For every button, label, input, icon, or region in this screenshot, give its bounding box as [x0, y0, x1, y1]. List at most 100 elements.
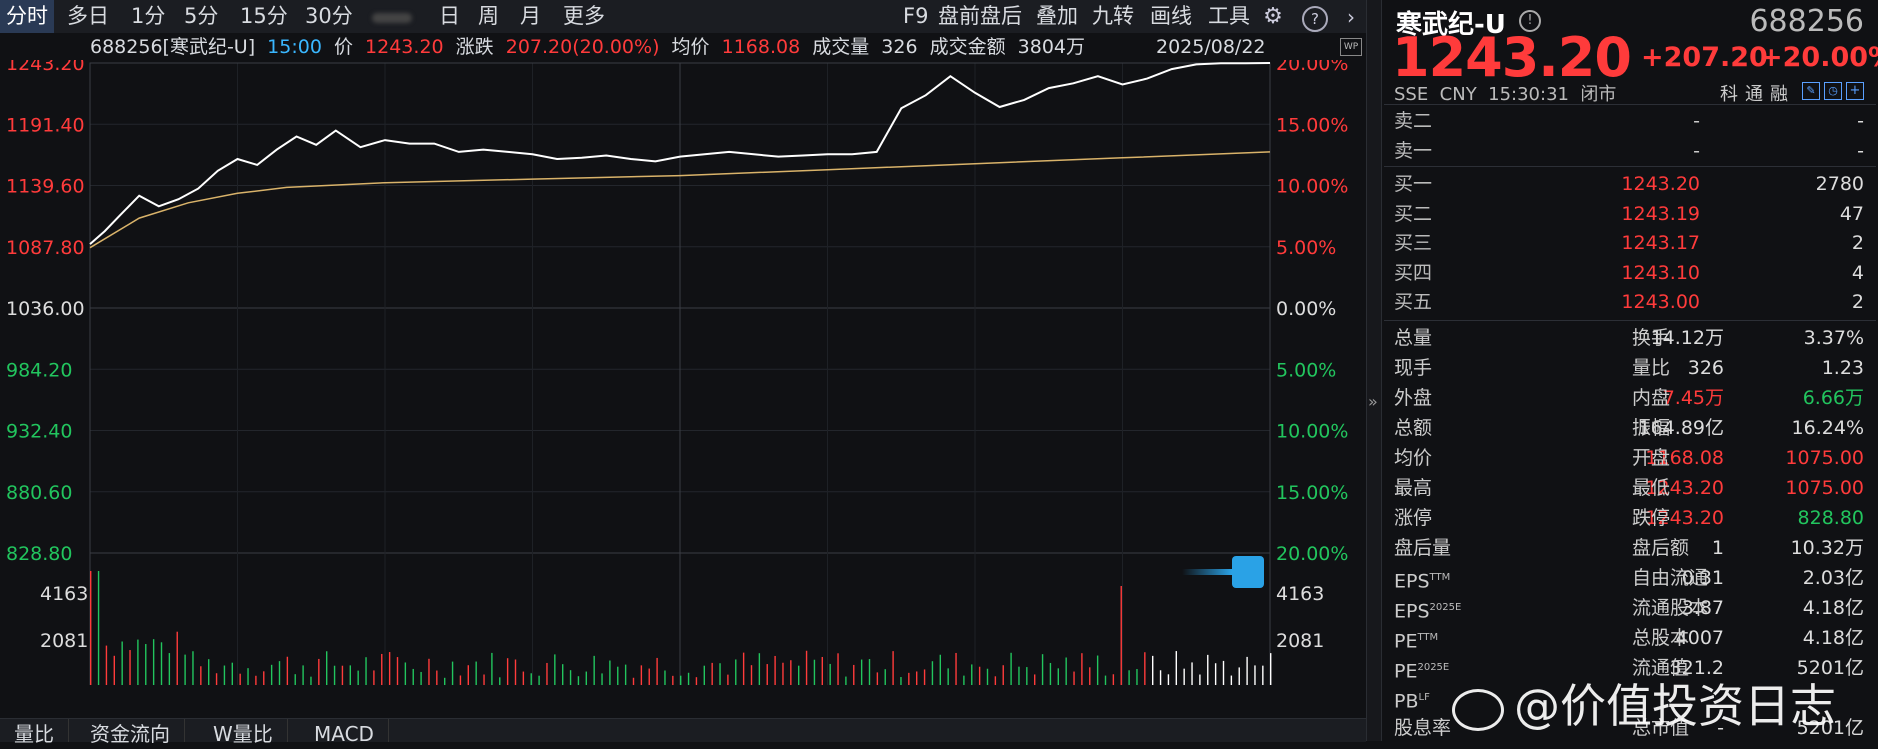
volume-bar [1175, 651, 1177, 685]
volume-bar [782, 662, 784, 685]
tab-30min[interactable]: 30分 [305, 4, 353, 28]
stat-value: 4.18亿 [1802, 596, 1864, 619]
tab-blurred[interactable] [372, 0, 424, 33]
volume-bar [1112, 674, 1115, 685]
stat-label: 股息率 [1394, 716, 1452, 739]
stat-label: 总量 [1394, 326, 1433, 349]
chart-svg: 1243.20 1191.40 1139.60 1087.80 1036.00 984.2… [6, 60, 1348, 685]
stat-value: 164.89亿 [1638, 416, 1724, 439]
level-volume: 2 [1851, 291, 1864, 313]
alert-icon[interactable]: ◷ [1824, 82, 1842, 100]
volume-bar [577, 676, 580, 685]
tab-15min[interactable]: 15分 [240, 4, 288, 28]
volume-bar [192, 651, 194, 685]
premarket-button[interactable]: 盘前盘后 [938, 4, 1022, 28]
tab-volume-ratio[interactable]: 量比 [0, 719, 69, 746]
volume-bar [373, 670, 375, 685]
y-tick-left: 1191.40 [6, 114, 85, 136]
volume-bar [444, 677, 446, 685]
time-value: 15:00 [267, 36, 322, 58]
volume-bar [986, 668, 989, 685]
stat-value: 1075.00 [1785, 476, 1864, 499]
double-chevron-icon[interactable]: » [1368, 392, 1378, 411]
volume-bar [467, 665, 469, 685]
y-tick-left: 1036.00 [6, 298, 85, 320]
ask-row[interactable]: 卖一 - - [1382, 136, 1878, 166]
tab-w-volume-ratio[interactable]: W量比 [199, 719, 288, 746]
level-price: 1243.17 [1621, 232, 1700, 254]
intraday-chart[interactable]: 1243.20 1191.40 1139.60 1087.80 1036.00 984.2… [0, 60, 1366, 685]
tools-button[interactable]: 工具 [1208, 4, 1250, 28]
tab-macd[interactable]: MACD [300, 719, 389, 746]
volume-bar [451, 661, 454, 685]
volume-bar [750, 665, 753, 685]
quote-panel: 寒武纪-U ! 688256 1243.20 +207.20 +20.00% S… [1382, 0, 1878, 741]
volume-label: 成交量 [812, 36, 870, 58]
volume-bar [105, 645, 108, 685]
bid-row[interactable]: 买二 1243.19 47 [1382, 199, 1878, 229]
stat-label: 现手 [1394, 356, 1433, 379]
volume-bar [687, 672, 690, 685]
stat-label-sup: TTM [1417, 631, 1439, 643]
info-icon[interactable]: ! [1519, 10, 1541, 32]
help-icon[interactable]: ? [1302, 6, 1328, 32]
gear-icon[interactable]: ⚙ [1263, 4, 1283, 29]
volume-bar [1199, 674, 1201, 685]
tab-1min[interactable]: 1分 [131, 4, 166, 28]
chevron-right-icon[interactable]: › [1347, 5, 1355, 29]
tab-capital-flow[interactable]: 资金流向 [76, 719, 185, 746]
volume-bar [538, 675, 540, 685]
tab-month[interactable]: 月 [520, 4, 541, 28]
stat-label: 盘后量 [1394, 536, 1452, 559]
volume-bar [286, 656, 289, 685]
volume-bar [845, 676, 847, 685]
bid-row[interactable]: 买四 1243.10 4 [1382, 258, 1878, 288]
stat-row: 均价 1168.08 开盘 1075.00 [1382, 443, 1878, 473]
overlay-button[interactable]: 叠加 [1036, 4, 1078, 28]
stat-label: 换手 [1632, 326, 1671, 349]
volume-bar [1222, 660, 1225, 685]
tab-more[interactable]: 更多 [563, 4, 605, 28]
last-price: 1243.20 [1392, 26, 1632, 89]
stat-value: 10.32万 [1790, 536, 1864, 559]
ask-row[interactable]: 卖二 - - [1382, 106, 1878, 136]
volume-bar [876, 672, 879, 685]
volume-bar [341, 665, 344, 685]
volume-bar [1057, 668, 1059, 685]
stat-row: 现手 326 量比 1.23 [1382, 353, 1878, 383]
add-watchlist-icon[interactable]: + [1846, 82, 1864, 100]
wp-badge[interactable]: WP [1340, 38, 1362, 56]
panel-collapse-handle[interactable]: » [1366, 0, 1382, 741]
draw-line-button[interactable]: 画线 [1150, 4, 1192, 28]
nine-turn-button[interactable]: 九转 [1092, 4, 1134, 28]
stat-label-sup: 2025E [1429, 601, 1462, 613]
stat-label-sup: LF [1418, 691, 1430, 703]
volume-bar [483, 674, 485, 685]
f9-button[interactable]: F9 [903, 4, 929, 28]
level-label: 买四 [1394, 261, 1433, 284]
float-widget-icon[interactable] [1182, 556, 1264, 588]
tab-multi-day[interactable]: 多日 [67, 4, 109, 28]
bid-row[interactable]: 买一 1243.20 2780 [1382, 169, 1878, 199]
volume-bar [420, 671, 422, 685]
bid-row[interactable]: 买五 1243.00 2 [1382, 287, 1878, 317]
amount-value: 3804万 [1017, 36, 1086, 58]
level-label: 卖二 [1394, 110, 1433, 132]
y-tick-right: 15.00% [1276, 482, 1348, 504]
edit-icon[interactable]: ✎ [1802, 82, 1820, 100]
volume-bar [1049, 662, 1052, 685]
tab-day[interactable]: 日 [439, 4, 460, 28]
tab-5min[interactable]: 5分 [184, 4, 219, 28]
volume-bar [152, 639, 155, 685]
level-volume: - [1857, 110, 1864, 132]
tab-week[interactable]: 周 [478, 4, 499, 28]
stat-value: 5201亿 [1796, 716, 1864, 739]
avg-value: 1168.08 [721, 36, 801, 58]
tab-fenshi[interactable]: 分时 [0, 0, 54, 33]
volume-bar [656, 657, 658, 685]
volume-bar [326, 651, 328, 685]
volume-bar [971, 664, 973, 685]
bid-row[interactable]: 买三 1243.17 2 [1382, 228, 1878, 258]
volume-bar [735, 659, 737, 685]
volume-bar [1136, 669, 1138, 685]
